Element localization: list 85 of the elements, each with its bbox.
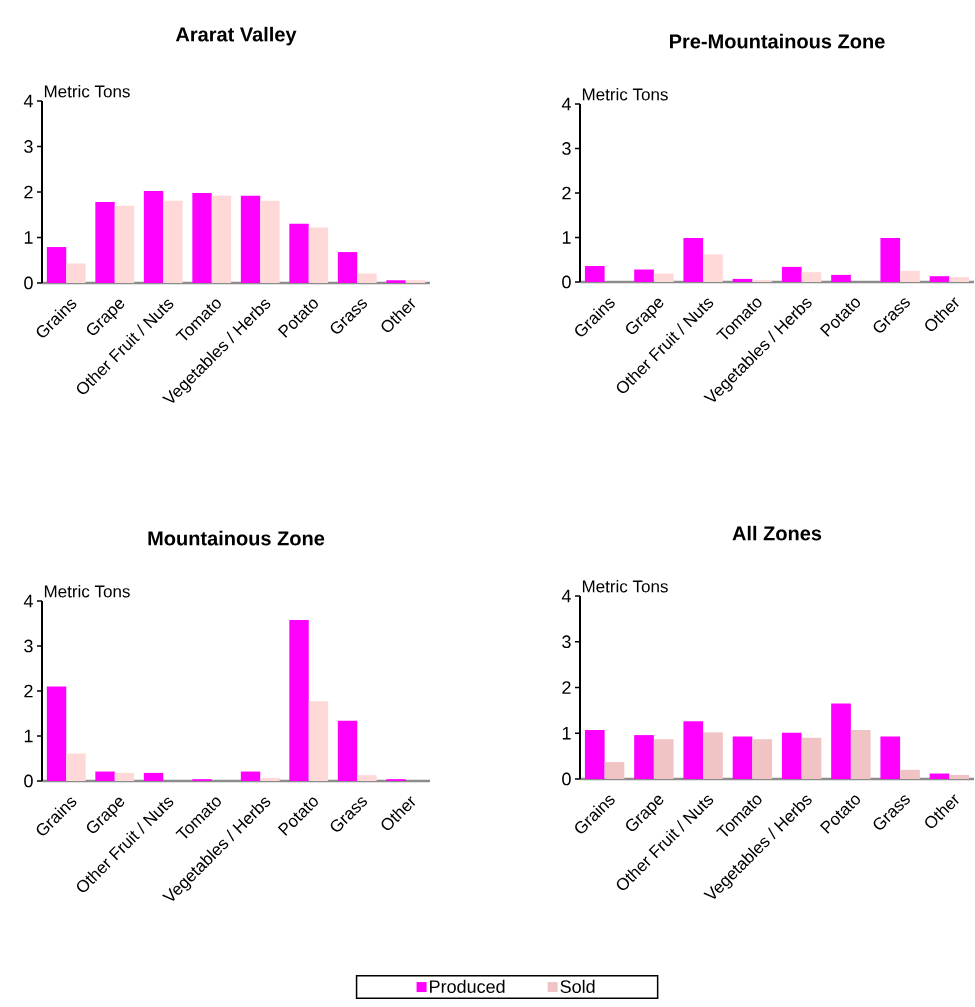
bar (703, 732, 723, 779)
y-tick-label: 0 (24, 774, 33, 788)
bar (801, 272, 822, 282)
bar (405, 280, 426, 283)
bar (143, 772, 164, 781)
y-axis-title: Metric Tons (582, 579, 668, 593)
bar (584, 265, 605, 282)
y-tick-label: 4 (561, 589, 571, 603)
chart-title: Ararat Valley (175, 26, 297, 46)
y-axis-title: Metric Tons (44, 84, 130, 98)
y-tick-label: 0 (562, 772, 571, 786)
bar (95, 202, 115, 283)
bar (46, 686, 67, 781)
bar (634, 269, 654, 282)
y-tick-label: 1 (562, 231, 571, 244)
bar (880, 237, 901, 282)
bar (949, 774, 969, 779)
bar (357, 273, 377, 283)
bar (949, 277, 969, 282)
bar (337, 720, 358, 781)
bar (289, 223, 309, 283)
bar (653, 739, 674, 779)
y-tick-label: 0 (24, 276, 33, 290)
bar (260, 200, 280, 283)
y-tick-label: 4 (561, 97, 571, 111)
chart-title: Pre-Mountainous Zone (669, 33, 885, 49)
bar (752, 739, 772, 779)
y-tick-label: 3 (562, 635, 571, 649)
chart-title: Mountainous Zone (148, 530, 325, 546)
bar (386, 280, 406, 283)
y-tick-label: 2 (562, 681, 571, 694)
y-tick-label: 3 (24, 140, 33, 153)
bar (604, 762, 625, 779)
y-tick-label: 3 (24, 639, 33, 653)
bar (801, 737, 822, 779)
y-tick-label: 1 (24, 231, 33, 244)
y-tick-label: 4 (23, 594, 33, 608)
bar (114, 772, 135, 781)
bar (114, 205, 135, 283)
legend-label: Produced (429, 979, 505, 994)
bar (781, 732, 802, 779)
bar (850, 730, 871, 779)
bar (732, 278, 753, 282)
y-tick-label: 4 (23, 94, 33, 108)
bar (66, 753, 86, 781)
bar (211, 195, 232, 283)
bar (260, 777, 280, 781)
bar (66, 263, 86, 283)
bar (781, 266, 802, 282)
bar (900, 270, 920, 282)
y-tick-label: 0 (562, 275, 571, 289)
y-axis-title: Metric Tons (44, 584, 130, 598)
y-tick-label: 2 (24, 185, 33, 199)
bar (634, 735, 654, 779)
legend-label: Sold (560, 979, 595, 994)
bar (732, 736, 753, 779)
bar (880, 736, 901, 779)
bar (653, 273, 674, 282)
bar (308, 227, 329, 283)
bar (240, 771, 261, 781)
chart-title: All Zones (732, 525, 822, 541)
bar (584, 730, 605, 779)
bar (46, 247, 67, 283)
y-tick-label: 1 (24, 729, 33, 743)
bar (95, 771, 115, 781)
bar (831, 274, 851, 282)
bar (683, 721, 704, 779)
bar (900, 769, 920, 779)
bar (357, 775, 377, 781)
bar (192, 192, 212, 283)
bar (337, 252, 358, 283)
bar (929, 276, 950, 282)
bar (831, 703, 851, 779)
bar (703, 254, 723, 282)
bar (143, 191, 164, 283)
y-tick-label: 3 (562, 142, 571, 155)
bar (308, 701, 329, 781)
bar (289, 619, 309, 781)
bar (163, 200, 183, 283)
y-axis-title: Metric Tons (582, 87, 668, 101)
bar (683, 237, 704, 282)
y-tick-label: 2 (24, 684, 33, 698)
bar (240, 195, 261, 283)
y-tick-label: 1 (562, 727, 571, 740)
y-tick-label: 2 (562, 186, 571, 200)
